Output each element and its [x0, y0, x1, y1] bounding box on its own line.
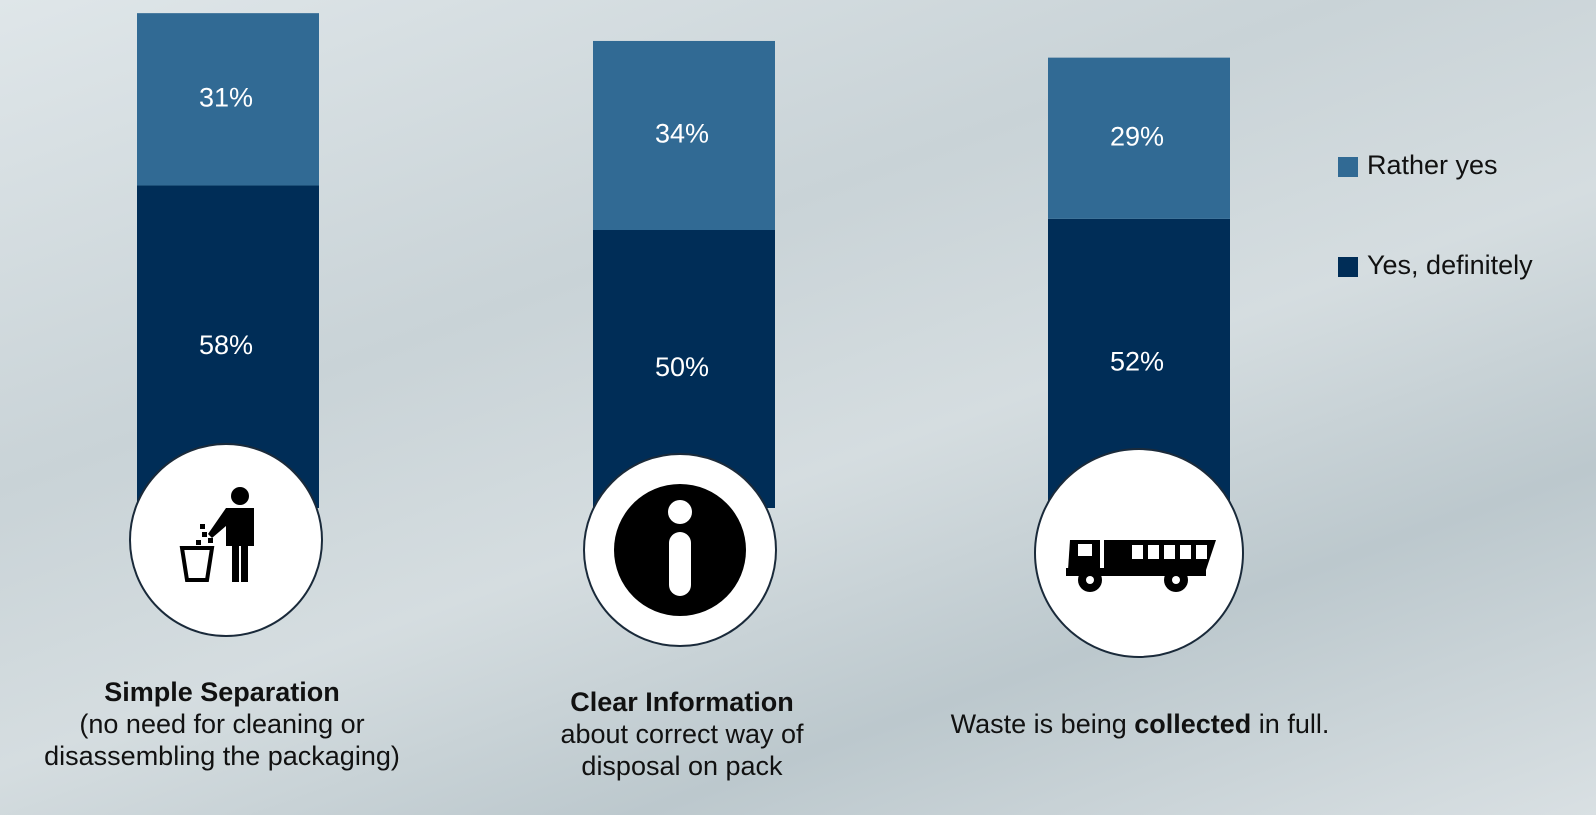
category-text: Waste is being	[950, 709, 1135, 739]
icon-part	[1066, 568, 1206, 576]
value-label: 58%	[199, 330, 253, 360]
bar-segment	[1048, 57, 1230, 219]
icon-part	[1078, 544, 1092, 556]
legend-swatch	[1338, 257, 1358, 277]
icon-part	[1172, 576, 1180, 584]
icon-part	[668, 500, 692, 524]
icon-part	[179, 546, 215, 582]
icon-part	[202, 532, 207, 537]
category-label: Simple Separation (no need for cleaning o…	[32, 676, 412, 772]
value-label: 50%	[655, 352, 709, 382]
category-text: in full.	[1251, 709, 1330, 739]
value-label: 52%	[1110, 347, 1164, 377]
icon-info	[614, 484, 746, 616]
category-text: (no need for cleaning or disassembling t…	[44, 709, 400, 771]
icon-truck	[1066, 540, 1216, 592]
icon-part	[1180, 545, 1191, 559]
value-label: 34%	[655, 119, 709, 149]
icon-part	[208, 508, 254, 582]
icon-part	[1164, 545, 1175, 559]
legend-label: Rather yes	[1367, 150, 1498, 180]
icon-part	[1148, 545, 1159, 559]
value-label: 31%	[199, 82, 253, 112]
bar-segment	[137, 13, 319, 186]
bar-segment	[593, 40, 775, 231]
category-label: Clear Information about correct way of di…	[522, 686, 842, 782]
icon-part	[200, 524, 205, 529]
value-label: 29%	[1110, 121, 1164, 151]
icon-part	[1196, 545, 1207, 559]
category-text: collected	[1134, 709, 1252, 739]
icon-part	[1132, 545, 1143, 559]
icon-trash	[179, 487, 254, 582]
category-text: Simple Separation	[104, 677, 340, 707]
icon-part	[196, 540, 201, 545]
icon-part	[231, 487, 249, 505]
legend-swatch	[1338, 157, 1358, 177]
icon-part	[1086, 576, 1094, 584]
category-text: about correct way of disposal on pack	[560, 719, 812, 781]
legend-label: Yes, definitely	[1367, 250, 1533, 280]
category-text: Clear Information	[570, 687, 794, 717]
icon-part	[669, 532, 691, 596]
category-label: Waste is being collected in full.	[930, 708, 1350, 740]
icon-part	[208, 538, 213, 543]
